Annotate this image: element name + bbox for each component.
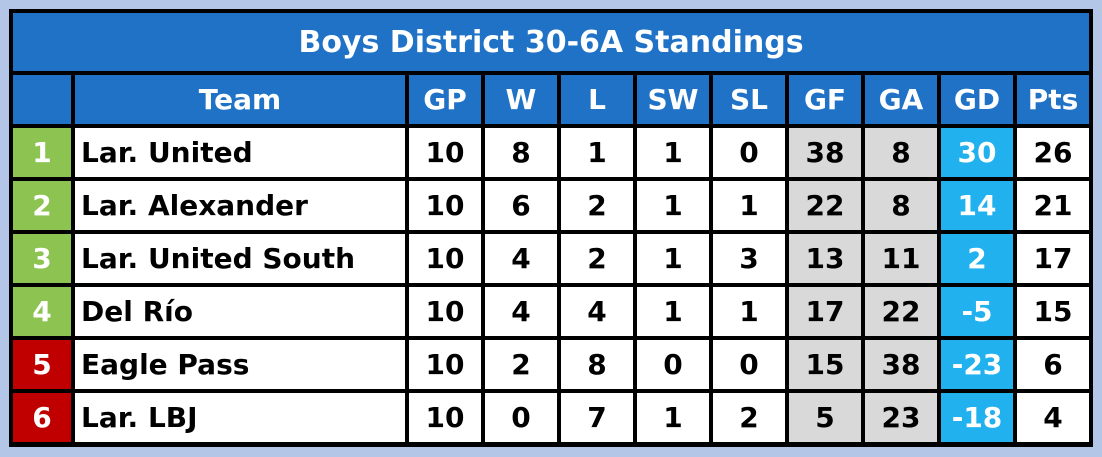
stat-cell: 14	[941, 181, 1013, 230]
stat-cell: 17	[789, 287, 861, 336]
stat-cell: 1	[637, 393, 709, 442]
column-header: Pts	[1017, 75, 1089, 124]
rank-cell: 1	[13, 128, 71, 177]
column-header: SW	[637, 75, 709, 124]
stat-cell: 0	[637, 340, 709, 389]
table-title: Boys District 30-6A Standings	[13, 13, 1089, 71]
stat-cell: 1	[637, 128, 709, 177]
stat-cell: 17	[1017, 234, 1089, 283]
stat-cell: 21	[1017, 181, 1089, 230]
stat-cell: 1	[637, 181, 709, 230]
rank-cell: 3	[13, 234, 71, 283]
stat-cell: 8	[865, 128, 937, 177]
stat-cell: 2	[561, 181, 633, 230]
stat-cell: -23	[941, 340, 1013, 389]
column-header	[13, 75, 71, 124]
stat-cell: 13	[789, 234, 861, 283]
stat-cell: 22	[789, 181, 861, 230]
stat-cell: 4	[485, 234, 557, 283]
column-header: GF	[789, 75, 861, 124]
column-header: GD	[941, 75, 1013, 124]
stat-cell: 8	[865, 181, 937, 230]
rank-cell: 4	[13, 287, 71, 336]
stat-cell: 1	[637, 234, 709, 283]
team-name: Lar. Alexander	[75, 181, 405, 230]
rank-cell: 2	[13, 181, 71, 230]
stat-cell: 3	[713, 234, 785, 283]
stat-cell: 2	[941, 234, 1013, 283]
stat-cell: -5	[941, 287, 1013, 336]
stat-cell: 10	[409, 181, 481, 230]
stat-cell: 2	[485, 340, 557, 389]
stat-cell: 10	[409, 234, 481, 283]
stat-cell: 15	[1017, 287, 1089, 336]
stat-cell: 10	[409, 393, 481, 442]
stat-cell: 1	[713, 287, 785, 336]
stat-cell: 4	[561, 287, 633, 336]
stat-cell: 4	[485, 287, 557, 336]
stat-cell: 1	[713, 181, 785, 230]
stat-cell: 8	[485, 128, 557, 177]
column-header: GP	[409, 75, 481, 124]
stat-cell: 30	[941, 128, 1013, 177]
column-header: GA	[865, 75, 937, 124]
stat-cell: 22	[865, 287, 937, 336]
stat-cell: -18	[941, 393, 1013, 442]
stat-cell: 38	[865, 340, 937, 389]
stat-cell: 0	[713, 128, 785, 177]
column-header: W	[485, 75, 557, 124]
stat-cell: 1	[561, 128, 633, 177]
stat-cell: 26	[1017, 128, 1089, 177]
stat-cell: 0	[485, 393, 557, 442]
column-header: Team	[75, 75, 405, 124]
stat-cell: 7	[561, 393, 633, 442]
stat-cell: 11	[865, 234, 937, 283]
stat-cell: 15	[789, 340, 861, 389]
team-name: Lar. United South	[75, 234, 405, 283]
stat-cell: 8	[561, 340, 633, 389]
stat-cell: 23	[865, 393, 937, 442]
team-name: Lar. LBJ	[75, 393, 405, 442]
rank-cell: 6	[13, 393, 71, 442]
team-name: Del Río	[75, 287, 405, 336]
stat-cell: 10	[409, 287, 481, 336]
stat-cell: 4	[1017, 393, 1089, 442]
column-header: SL	[713, 75, 785, 124]
column-header: L	[561, 75, 633, 124]
team-name: Eagle Pass	[75, 340, 405, 389]
stat-cell: 10	[409, 128, 481, 177]
rank-cell: 5	[13, 340, 71, 389]
standings-table: Boys District 30-6A Standings Team GP W L SW…	[9, 9, 1093, 447]
team-name: Lar. United	[75, 128, 405, 177]
stat-cell: 6	[485, 181, 557, 230]
stat-cell: 5	[789, 393, 861, 442]
stat-cell: 2	[561, 234, 633, 283]
stat-cell: 6	[1017, 340, 1089, 389]
stat-cell: 1	[637, 287, 709, 336]
stat-cell: 10	[409, 340, 481, 389]
stat-cell: 38	[789, 128, 861, 177]
stat-cell: 0	[713, 340, 785, 389]
stat-cell: 2	[713, 393, 785, 442]
